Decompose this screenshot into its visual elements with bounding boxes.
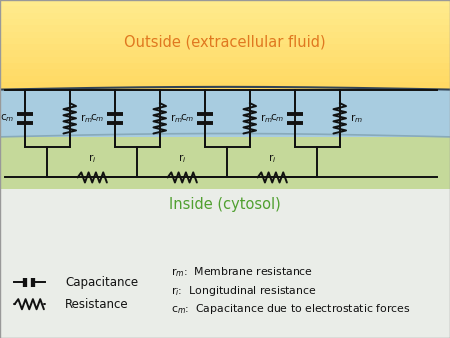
Polygon shape bbox=[0, 164, 450, 170]
Polygon shape bbox=[0, 50, 450, 57]
Polygon shape bbox=[0, 189, 450, 338]
Polygon shape bbox=[0, 13, 450, 19]
Text: r$_i$: r$_i$ bbox=[88, 152, 96, 165]
Polygon shape bbox=[0, 6, 450, 13]
Text: c$_m$: c$_m$ bbox=[0, 113, 15, 124]
Polygon shape bbox=[0, 145, 450, 151]
Text: Outside (extracellular fluid): Outside (extracellular fluid) bbox=[124, 35, 326, 50]
Text: r$_m$: r$_m$ bbox=[170, 112, 183, 125]
Polygon shape bbox=[0, 126, 450, 132]
Polygon shape bbox=[0, 132, 450, 139]
Polygon shape bbox=[0, 151, 450, 158]
Polygon shape bbox=[0, 38, 450, 44]
Polygon shape bbox=[0, 19, 450, 25]
Polygon shape bbox=[0, 88, 450, 95]
Polygon shape bbox=[0, 139, 450, 145]
Polygon shape bbox=[0, 76, 450, 82]
Polygon shape bbox=[0, 57, 450, 63]
Polygon shape bbox=[0, 0, 450, 189]
Text: c$_m$:  Capacitance due to electrostatic forces: c$_m$: Capacitance due to electrostatic … bbox=[171, 302, 410, 316]
Polygon shape bbox=[0, 69, 450, 76]
Polygon shape bbox=[0, 90, 450, 137]
Polygon shape bbox=[0, 114, 450, 120]
Text: r$_i$: r$_i$ bbox=[268, 152, 276, 165]
Text: r$_m$: r$_m$ bbox=[260, 112, 273, 125]
Polygon shape bbox=[0, 183, 450, 189]
Polygon shape bbox=[0, 177, 450, 183]
Polygon shape bbox=[0, 101, 450, 107]
Text: Capacitance: Capacitance bbox=[65, 276, 139, 289]
Polygon shape bbox=[0, 63, 450, 69]
Text: Resistance: Resistance bbox=[65, 298, 129, 311]
Text: r$_m$: r$_m$ bbox=[350, 112, 363, 125]
Text: r$_m$: r$_m$ bbox=[80, 112, 93, 125]
Text: c$_m$: c$_m$ bbox=[270, 113, 285, 124]
Polygon shape bbox=[0, 44, 450, 50]
Polygon shape bbox=[0, 107, 450, 114]
Polygon shape bbox=[0, 25, 450, 31]
Text: Inside (cytosol): Inside (cytosol) bbox=[169, 197, 281, 212]
Polygon shape bbox=[0, 95, 450, 101]
Polygon shape bbox=[0, 82, 450, 88]
Polygon shape bbox=[0, 158, 450, 164]
Text: c$_m$: c$_m$ bbox=[180, 113, 195, 124]
Polygon shape bbox=[0, 31, 450, 38]
Text: c$_m$: c$_m$ bbox=[90, 113, 105, 124]
Polygon shape bbox=[0, 170, 450, 177]
Text: r$_i$:  Longitudinal resistance: r$_i$: Longitudinal resistance bbox=[171, 284, 317, 298]
Polygon shape bbox=[0, 137, 450, 189]
Text: r$_i$: r$_i$ bbox=[178, 152, 186, 165]
Polygon shape bbox=[0, 0, 450, 6]
Text: r$_m$:  Membrane resistance: r$_m$: Membrane resistance bbox=[171, 265, 313, 279]
Polygon shape bbox=[0, 120, 450, 126]
